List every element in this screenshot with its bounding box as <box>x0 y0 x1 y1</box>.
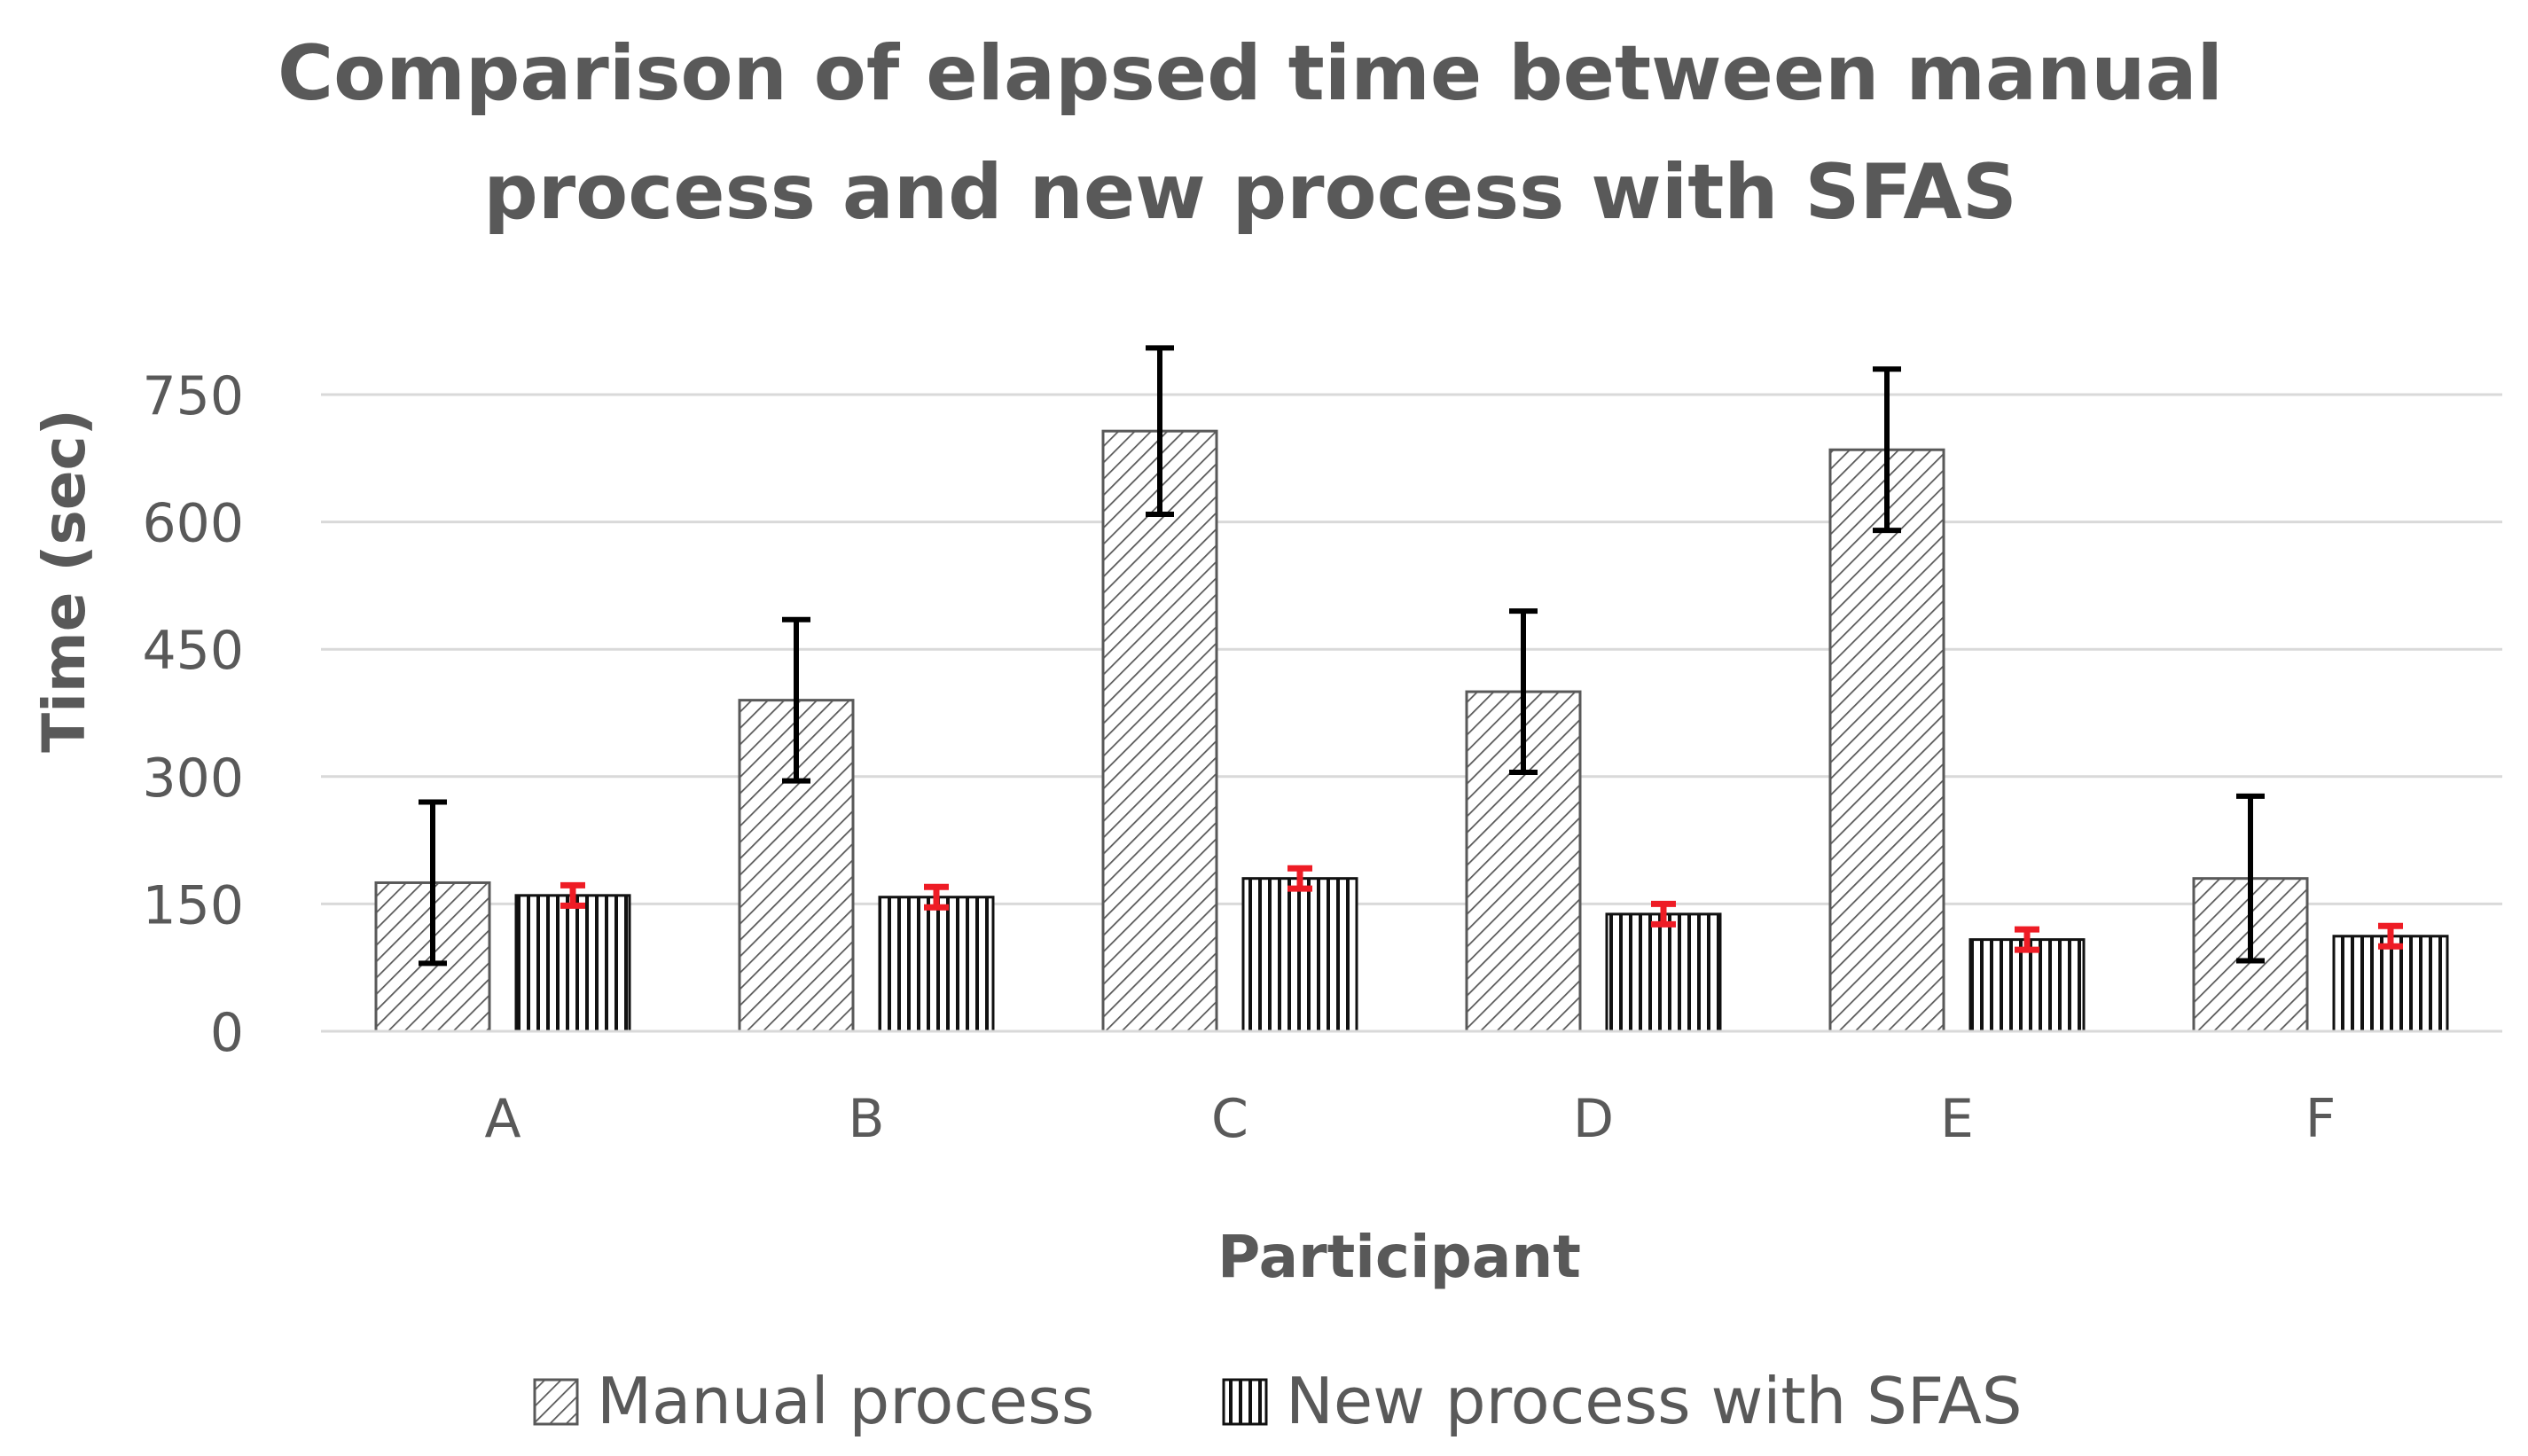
chart-title-line-2: process and new process with SFAS <box>483 148 2017 237</box>
bar-sfas-a <box>514 894 631 1033</box>
y-tick-label: 450 <box>142 620 244 682</box>
legend: Manual process New process with SFAS <box>533 1364 2023 1438</box>
x-tick-label-a: A <box>484 1088 520 1150</box>
bar-manual-c <box>1101 429 1218 1033</box>
error-bar-manual-b <box>782 616 810 784</box>
legend-label-sfas: New process with SFAS <box>1286 1364 2023 1438</box>
x-axis-title: Participant <box>1217 1223 1581 1291</box>
chart-title-line-1: Comparison of elapsed time between manua… <box>278 29 2223 118</box>
error-bar-manual-a <box>419 799 447 967</box>
bars <box>374 429 2449 1033</box>
legend-label-manual: Manual process <box>597 1364 1094 1438</box>
error-bars <box>419 345 2403 967</box>
y-tick-label: 600 <box>142 493 244 555</box>
legend-swatch-manual <box>533 1378 579 1426</box>
bar-sfas-e <box>1968 938 2086 1033</box>
x-tick-label-f: F <box>2305 1088 2336 1150</box>
bar-sfas-b <box>878 896 995 1033</box>
y-axis-ticks: 0 150 300 450 600 750 <box>142 365 244 1064</box>
legend-swatch-sfas <box>1222 1378 1268 1426</box>
y-tick-label: 750 <box>142 365 244 427</box>
y-axis-title: Time (sec) <box>30 409 98 753</box>
error-bar-sfas-e <box>2015 926 2039 953</box>
error-bar-sfas-d <box>1651 900 1676 928</box>
error-bar-manual-d <box>1509 608 1538 776</box>
bar-manual-e <box>1828 448 1945 1033</box>
y-tick-label: 0 <box>210 1002 244 1064</box>
x-axis-ticks: A B C D E F <box>484 1088 2336 1150</box>
gridlines <box>321 393 2502 905</box>
bar-sfas-d <box>1605 912 1722 1033</box>
x-tick-label-b: B <box>848 1088 884 1150</box>
error-bar-sfas-b <box>924 883 949 911</box>
error-bar-manual-f <box>2236 793 2265 964</box>
y-tick-label: 150 <box>142 874 244 936</box>
error-bar-manual-e <box>1873 366 1901 534</box>
error-bar-manual-c <box>1146 345 1174 517</box>
x-tick-label-d: D <box>1573 1088 1614 1150</box>
chart-title: Comparison of elapsed time between manua… <box>278 29 2223 237</box>
error-bar-sfas-c <box>1287 865 1312 892</box>
error-bar-sfas-f <box>2378 922 2403 950</box>
x-tick-label-c: C <box>1211 1088 1248 1150</box>
bar-sfas-c <box>1241 877 1358 1033</box>
error-bar-sfas-a <box>560 881 585 909</box>
bar-sfas-f <box>2332 935 2449 1033</box>
y-tick-label: 300 <box>142 748 244 810</box>
x-tick-label-e: E <box>1940 1088 1974 1150</box>
